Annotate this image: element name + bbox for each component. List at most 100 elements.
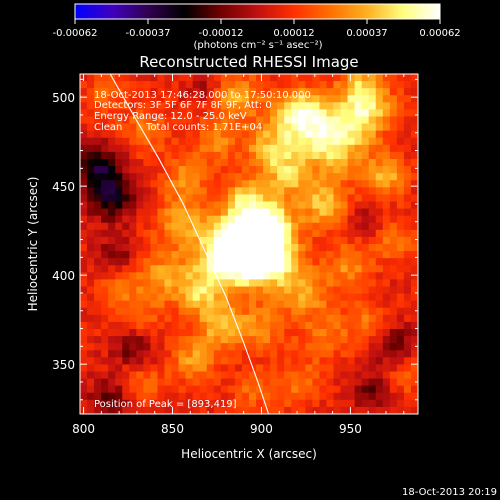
heatmap-cell — [115, 201, 123, 210]
heatmap-cell — [241, 215, 250, 224]
heatmap-cell — [389, 385, 398, 394]
heatmap-cell — [298, 88, 306, 96]
heatmap-cell — [136, 378, 144, 387]
heatmap-cell — [340, 144, 349, 153]
y-axis-label: Heliocentric Y (arcsec) — [26, 177, 40, 312]
heatmap-cell — [150, 95, 159, 103]
heatmap-cell — [206, 208, 215, 217]
heatmap-cell — [326, 109, 335, 118]
heatmap-cell — [389, 371, 398, 380]
heatmap-cell — [115, 314, 123, 323]
heatmap-cell — [178, 173, 187, 181]
heatmap-cell — [277, 300, 285, 309]
heatmap-cell — [157, 95, 166, 103]
heatmap-cell — [368, 194, 377, 203]
heatmap-cell — [403, 279, 412, 288]
heatmap-cell — [206, 399, 215, 408]
heatmap-cell — [326, 187, 335, 196]
heatmap-cell — [115, 265, 123, 273]
heatmap-cell — [347, 229, 356, 238]
heatmap-cell — [150, 102, 159, 111]
heatmap-cell — [291, 293, 299, 302]
heatmap-cell — [319, 378, 328, 387]
heatmap-cell — [396, 95, 405, 103]
heatmap-cell — [241, 123, 250, 132]
heatmap-cell — [143, 88, 152, 96]
heatmap-cell — [263, 321, 271, 330]
heatmap-cell — [157, 392, 166, 401]
heatmap-cell — [178, 350, 187, 358]
heatmap-cell — [122, 329, 130, 337]
heatmap-cell — [375, 336, 384, 344]
x-tick-label: 950 — [339, 422, 362, 436]
heatmap-cell — [382, 187, 391, 196]
heatmap-cell — [150, 151, 159, 160]
heatmap-cell — [241, 201, 250, 210]
heatmap-cell — [87, 102, 95, 111]
heatmap-cell — [115, 300, 123, 309]
heatmap-cell — [263, 229, 271, 238]
heatmap-cell — [94, 159, 102, 167]
heatmap-cell — [361, 307, 370, 316]
heatmap-cell — [361, 166, 370, 174]
heatmap-cell — [312, 130, 321, 139]
heatmap-cell — [368, 336, 377, 344]
heatmap-cell — [122, 88, 130, 96]
heatmap-cell — [312, 399, 321, 408]
heatmap-cell — [319, 222, 328, 231]
heatmap-cell — [227, 137, 236, 146]
heatmap-cell — [354, 272, 363, 281]
heatmap-cell — [185, 95, 194, 103]
heatmap-cell — [354, 371, 363, 380]
heatmap-cell — [284, 272, 292, 281]
heatmap-cell — [164, 102, 173, 111]
heatmap-cell — [122, 102, 130, 111]
heatmap-cell — [382, 307, 391, 316]
heatmap-cell — [305, 194, 313, 203]
heatmap-cell — [305, 300, 313, 309]
heatmap-cell — [319, 187, 328, 196]
heatmap-cell — [122, 187, 130, 196]
heatmap-cell — [333, 109, 342, 118]
heatmap-cell — [80, 272, 88, 281]
heatmap-cell — [375, 350, 384, 358]
heatmap-cell — [185, 399, 194, 408]
heatmap-cell — [263, 194, 271, 203]
heatmap-cell — [150, 109, 159, 118]
heatmap-cell — [192, 314, 201, 323]
heatmap-cell — [326, 74, 335, 82]
heatmap-cell — [199, 166, 208, 174]
heatmap-cell — [305, 244, 313, 252]
heatmap-cell — [157, 279, 166, 288]
heatmap-cell — [368, 151, 377, 160]
heatmap-cell — [129, 109, 137, 118]
heatmap-cell — [171, 201, 180, 210]
heatmap-cell — [410, 314, 418, 323]
heatmap-cell — [389, 399, 398, 408]
colorbar-tick-label: 0.00037 — [346, 28, 387, 39]
heatmap-cell — [270, 272, 278, 281]
heatmap-cell — [354, 123, 363, 132]
heatmap-cell — [185, 300, 194, 309]
heatmap-cell — [319, 180, 328, 188]
heatmap-cell — [263, 371, 271, 380]
heatmap-cell — [115, 371, 123, 380]
heatmap-cell — [241, 286, 250, 295]
heatmap-cell — [270, 385, 278, 394]
heatmap-cell — [115, 151, 123, 160]
heatmap-cell — [115, 293, 123, 302]
heatmap-cell — [185, 392, 194, 401]
heatmap-cell — [199, 173, 208, 181]
heatmap-cell — [227, 357, 236, 366]
heatmap-cell — [87, 208, 95, 217]
heatmap-cell — [256, 265, 264, 273]
heatmap-cell — [256, 371, 264, 380]
heatmap-cell — [319, 357, 328, 366]
heatmap-cell — [206, 272, 215, 281]
heatmap-cell — [199, 300, 208, 309]
heatmap-cell — [108, 81, 116, 89]
heatmap-cell — [389, 392, 398, 401]
heatmap-cell — [333, 357, 342, 366]
heatmap-cell — [150, 300, 159, 309]
heatmap-cell — [305, 229, 313, 238]
